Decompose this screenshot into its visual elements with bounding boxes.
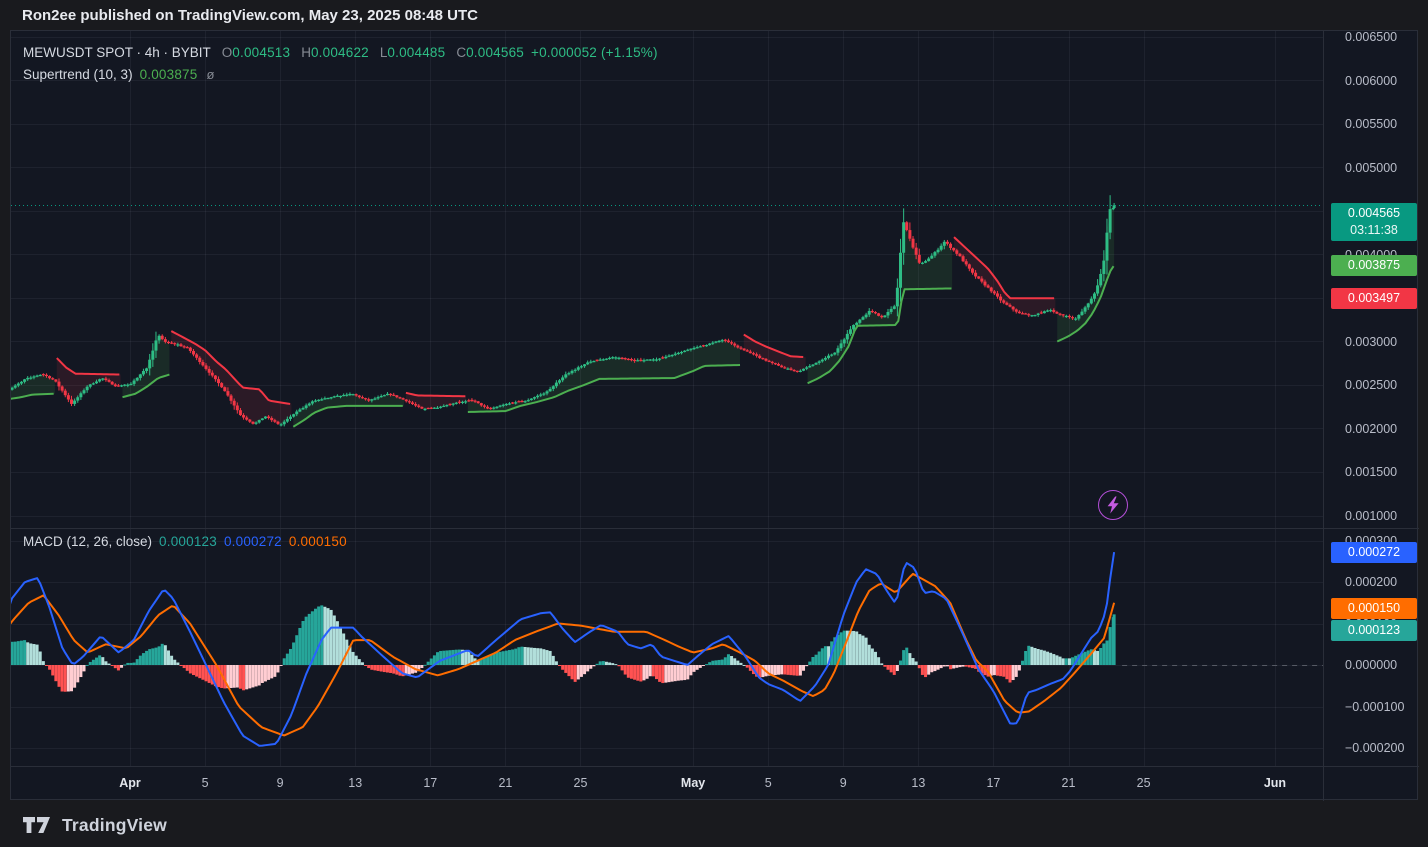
macd-value-badge: 0.000272 [1331,542,1417,564]
publish-text: Ron2ee published on TradingView.com, May… [22,6,478,24]
time-tick-label: 21 [498,776,513,790]
close-label: C [456,45,467,60]
close-value: 0.004565 [466,45,524,60]
price-tick-label: 0.003000 [1345,334,1398,349]
price-tick-label: 0.005000 [1345,160,1398,175]
time-tick-label: 13 [348,776,363,790]
symbol-legend[interactable]: MEWUSDT SPOT · 4h · BYBIT O0.004513 H0.0… [23,45,658,60]
price-tick-label: 0.002500 [1345,378,1398,392]
tradingview-logo-icon[interactable] [22,815,52,835]
time-tick-label: 9 [839,776,847,790]
time-tick-label: May [680,776,706,790]
macd-signal-value: 0.000150 [288,534,347,549]
time-tick-label: Apr [119,776,141,790]
signal-value-badge: 0.000150 [1331,598,1417,619]
price-tick-label: 0.001500 [1345,465,1398,479]
panel-divider[interactable] [11,528,1419,529]
macd-name[interactable]: MACD (12, 26, close) [23,534,153,549]
chart-canvas[interactable] [11,31,1323,766]
supertrend-legend[interactable]: Supertrend (10, 3) 0.003875 ø [23,67,214,82]
supertrend-name[interactable]: Supertrend (10, 3) [23,67,133,82]
time-tick-label: Jun [1263,776,1287,790]
supertrend-price-badge: 0.003875 [1331,255,1417,277]
price-tick-label: 0.006000 [1345,73,1398,88]
macd-tick-label: −0.000200 [1345,741,1405,755]
change-value: +0.000052 (+1.15%) [531,45,658,60]
stop-price-badge: 0.003497 [1331,288,1417,310]
time-tick-label: 25 [1136,776,1151,790]
time-axis[interactable]: Apr 5 9 13 17 21 25 May 5 9 13 17 21 25 Jun [11,767,1323,801]
open-label: O [221,45,233,60]
publish-bar: Ron2ee published on TradingView.com, May… [0,0,1428,30]
price-tick-label: 0.001000 [1345,508,1398,523]
price-tick-label: 0.002000 [1345,421,1398,436]
hist-value-badge: 0.000123 [1331,620,1417,641]
price-tick-label: 0.006500 [1345,30,1398,44]
countdown-value: 03:11:38 [1350,223,1398,238]
time-tick-label: 13 [911,776,926,790]
macd-tick-label: 0.000200 [1345,575,1398,589]
macd-hist-value: 0.000123 [159,534,217,549]
time-tick-label: 25 [573,776,588,790]
time-axis-separator [11,766,1419,767]
low-value: 0.004485 [387,45,446,60]
flash-boost-button[interactable] [1098,490,1128,520]
tradingview-wordmark[interactable]: TradingView [62,814,167,835]
time-tick-label: 21 [1061,776,1076,790]
high-label: H [301,45,311,60]
supertrend-hidden-icon[interactable]: ø [206,67,215,82]
price-axis[interactable]: 0.004565 03:11:38 0.003875 0.003497 0.00… [1324,30,1419,766]
time-tick-label: 5 [201,776,209,790]
low-label: L [379,45,388,60]
macd-legend[interactable]: MACD (12, 26, close) 0.000123 0.000272 0… [23,534,347,549]
supertrend-value: 0.003875 [139,67,198,82]
footer-bar: TradingView [0,803,1428,847]
time-tick-label: 17 [986,776,1001,790]
high-value: 0.004622 [310,45,369,60]
lightning-bolt-icon [1107,496,1119,514]
price-axis-separator [1323,31,1324,801]
time-tick-label: 17 [423,776,438,790]
symbol-title[interactable]: MEWUSDT SPOT · 4h · BYBIT [23,45,211,60]
time-tick-label: 5 [764,776,772,790]
price-tick-label: 0.005500 [1345,117,1398,131]
chart-frame: MEWUSDT SPOT · 4h · BYBIT O0.004513 H0.0… [10,30,1419,801]
macd-line-value: 0.000272 [223,534,282,549]
macd-tick-label: 0.000000 [1345,658,1398,672]
time-tick-label: 9 [276,776,284,790]
macd-tick-label: −0.000100 [1345,699,1405,714]
open-value: 0.004513 [232,45,291,60]
last-price-value: 0.004565 [1347,206,1401,221]
last-price-badge: 0.004565 03:11:38 [1331,203,1417,242]
